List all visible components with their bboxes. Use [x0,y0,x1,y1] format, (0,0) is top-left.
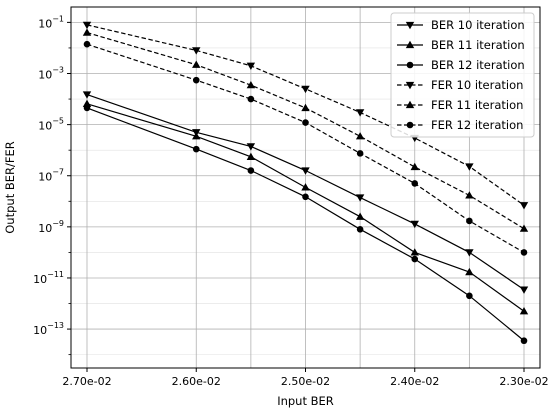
series-line [86,107,525,342]
legend-marker [405,21,415,30]
data-point [466,217,473,225]
data-point [83,104,91,112]
y-tick-label: 10−7 [38,168,64,184]
series-3 [83,104,528,345]
legend-marker [405,81,415,90]
data-point [302,193,309,201]
series-line [86,93,525,291]
series-5 [82,28,529,232]
series-2 [82,99,529,315]
y-axis-label: Output BER/FER [3,141,17,234]
data-point [246,152,256,160]
data-point [247,95,255,103]
legend-entry: FER 12 iteration [397,118,523,132]
y-tick-label: 10−5 [38,117,64,133]
y-tick-label: 10−13 [33,321,64,337]
y-tick-label: 10−9 [38,219,64,235]
x-tick-label: 2.40e-02 [390,375,439,388]
data-point [410,220,419,229]
data-point [355,194,365,202]
x-tick-label: 2.70e-02 [62,375,111,388]
data-point [192,76,200,84]
legend-entry: FER 11 iteration [397,98,523,112]
legend-label: FER 10 iteration [431,78,523,92]
legend-label: BER 11 iteration [431,38,525,52]
legend-label: FER 12 iteration [431,118,523,132]
data-point [465,267,474,276]
data-point [465,191,474,199]
data-point [246,62,256,71]
legend-label: BER 12 iteration [431,58,525,72]
legend: BER 10 iteration BER 11 iteration BER 12 i… [390,12,535,138]
series-line [86,103,525,312]
data-point [301,167,310,175]
data-point [519,202,529,210]
data-point [192,145,200,153]
data-point [355,109,365,117]
x-tick-label: 2.50e-02 [281,375,330,388]
data-point [520,337,528,345]
legend-label: BER 10 iteration [431,18,525,32]
data-point [82,91,92,99]
data-point [355,212,365,220]
legend-entry: BER 10 iteration [397,18,525,32]
data-point [246,80,256,89]
data-point [301,183,310,191]
y-tick-label: 10−11 [33,270,64,286]
series-line [86,24,525,206]
data-point [519,286,529,294]
data-point [466,292,473,300]
series-line [86,31,525,230]
data-point [247,167,255,174]
legend-marker [406,121,414,129]
series-layer [82,21,529,345]
data-point [356,150,364,157]
legend-entry: BER 12 iteration [397,58,525,72]
x-tick-label: 2.60e-02 [172,375,221,388]
data-point [82,21,92,30]
data-point [301,85,310,94]
data-point [192,60,201,68]
legend-marker [405,40,415,49]
data-point [410,162,419,171]
data-point [355,132,365,140]
legend-entry: FER 10 iteration [397,78,523,92]
data-point [411,255,419,263]
data-point [465,163,474,171]
x-tick-label: 2.30e-02 [499,375,548,388]
data-point [410,248,419,256]
data-point [192,132,201,140]
data-point [246,143,256,151]
data-point [411,180,419,187]
axis-ticks: 2.70e-02 2.60e-02 2.50e-02 2.40e-02 2.30e-02… [33,14,549,388]
series-6 [83,40,528,256]
data-point [465,249,474,257]
data-point [83,40,91,48]
y-tick-label: 10−3 [38,66,64,82]
data-point [302,119,309,126]
data-point [192,47,201,55]
data-point [519,224,529,232]
legend-entry: BER 11 iteration [397,38,525,52]
data-point [520,249,528,256]
data-point [301,103,310,112]
data-point [519,307,529,315]
legend-label: FER 11 iteration [431,98,523,112]
legend-marker [406,61,414,69]
data-point [356,226,364,233]
y-tick-label: 10−1 [38,14,64,30]
data-point [82,28,92,36]
legend-box [390,12,535,138]
x-axis-label: Input BER [277,394,334,408]
series-1 [82,91,529,294]
data-point [82,99,92,107]
legend-marker [405,100,415,109]
